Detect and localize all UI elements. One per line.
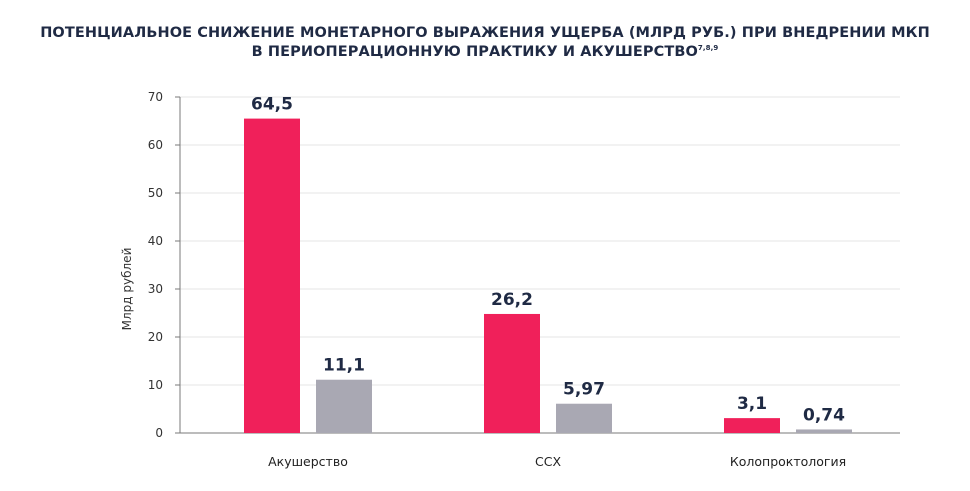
bars bbox=[244, 118, 852, 433]
category-labels: Акушерство ССХ Колопроктология bbox=[268, 454, 846, 469]
data-label: 11,1 bbox=[323, 356, 365, 376]
y-tick-label: 10 bbox=[148, 378, 163, 392]
bar-series-2 bbox=[556, 403, 612, 433]
bar-series-1 bbox=[484, 313, 540, 433]
chart-title-footnote: 7,8,9 bbox=[697, 44, 719, 52]
chart-title: ПОТЕНЦИАЛЬНОЕ СНИЖЕНИЕ МОНЕТАРНОГО ВЫРАЖ… bbox=[0, 24, 970, 62]
data-labels: 64,5 11,1 26,2 5,97 3,1 0,74 bbox=[251, 95, 845, 426]
data-label: 64,5 bbox=[251, 95, 293, 115]
chart-title-line-1: ПОТЕНЦИАЛЬНОЕ СНИЖЕНИЕ МОНЕТАРНОГО ВЫРАЖ… bbox=[40, 25, 930, 41]
data-label: 26,2 bbox=[491, 290, 533, 310]
data-label: 3,1 bbox=[737, 394, 767, 414]
data-label: 5,97 bbox=[563, 380, 605, 400]
bar-series-1 bbox=[724, 418, 780, 433]
y-tick-label: 60 bbox=[148, 138, 163, 152]
y-tick-label: 20 bbox=[148, 330, 163, 344]
chart-title-line-2-text: В ПЕРИОПЕРАЦИОННУЮ ПРАКТИКУ И АКУШЕРСТВО bbox=[251, 44, 698, 60]
chart-title-line-2: В ПЕРИОПЕРАЦИОННУЮ ПРАКТИКУ И АКУШЕРСТВО… bbox=[0, 43, 970, 62]
category-label: Акушерство bbox=[268, 454, 348, 469]
y-tick-label: 70 bbox=[148, 90, 163, 104]
y-tick-label: 50 bbox=[148, 186, 163, 200]
category-label: ССХ bbox=[535, 454, 561, 469]
data-label: 0,74 bbox=[803, 405, 845, 425]
y-tick-label: 40 bbox=[148, 234, 163, 248]
bar-series-1 bbox=[244, 118, 300, 433]
y-tick-label: 0 bbox=[155, 426, 163, 440]
category-label: Колопроктология bbox=[730, 454, 846, 469]
y-tick-labels: 0 10 20 30 40 50 60 70 bbox=[148, 90, 163, 440]
y-axis-title: Млрд рублей bbox=[120, 248, 134, 331]
bar-series-2 bbox=[796, 429, 852, 433]
bar-series-2 bbox=[316, 379, 372, 433]
y-tick-label: 30 bbox=[148, 282, 163, 296]
